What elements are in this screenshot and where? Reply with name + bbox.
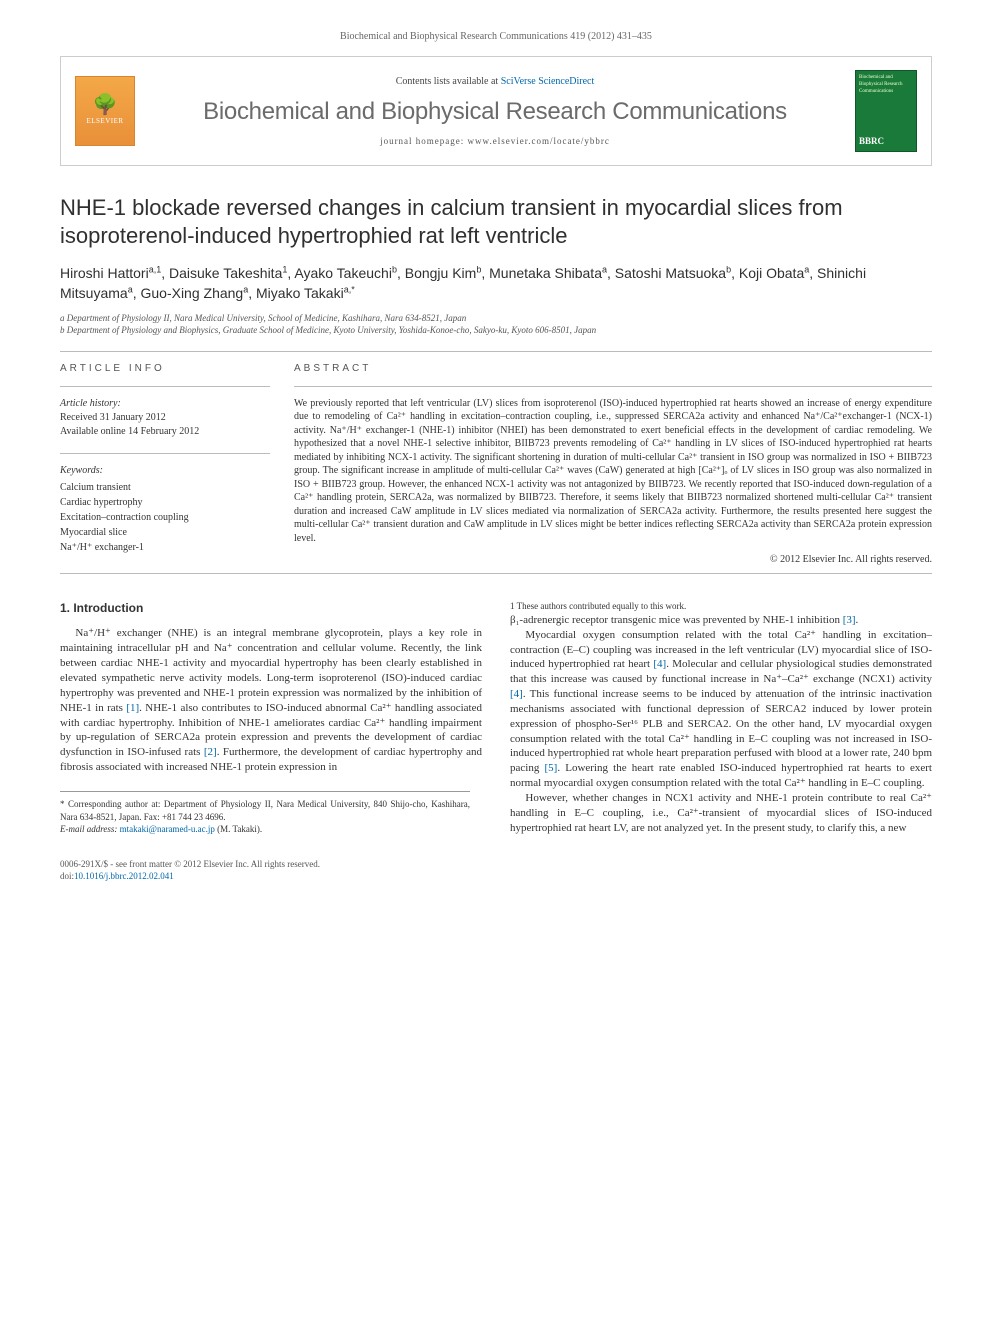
elsevier-tree-icon: 🌳 <box>93 95 118 115</box>
received-date: Received 31 January 2012 <box>60 412 166 423</box>
info-abstract-row: article info Article history: Received 3… <box>60 362 932 568</box>
section-rule-bottom <box>60 573 932 574</box>
author-list: Hiroshi Hattoria,1, Daisuke Takeshita1, … <box>60 263 932 304</box>
abstract-column: abstract We previously reported that lef… <box>294 362 932 568</box>
article-title: NHE-1 blockade reversed changes in calci… <box>60 194 932 249</box>
article-history: Article history: Received 31 January 201… <box>60 397 270 439</box>
contents-line: Contents lists available at SciVerse Sci… <box>149 75 841 89</box>
abstract-heading: abstract <box>294 362 932 376</box>
keyword-1: Calcium transient <box>60 480 270 495</box>
equal-contrib: 1 These authors contributed equally to t… <box>510 600 920 613</box>
intro-p3: Myocardial oxygen consumption related wi… <box>510 628 932 791</box>
homepage-prefix: journal homepage: <box>380 136 467 146</box>
publisher-name: ELSEVIER <box>86 117 123 127</box>
history-label: Article history: <box>60 398 121 409</box>
ref-link[interactable]: [4] <box>510 688 523 700</box>
ref-link[interactable]: [5] <box>544 762 557 774</box>
article-info-column: article info Article history: Received 3… <box>60 362 270 568</box>
homepage-line: journal homepage: www.elsevier.com/locat… <box>149 135 841 148</box>
elsevier-logo: 🌳 ELSEVIER <box>75 76 135 146</box>
sciencedirect-link[interactable]: SciVerse ScienceDirect <box>501 76 595 87</box>
affiliations: a Department of Physiology II, Nara Medi… <box>60 312 932 337</box>
body-two-column: 1. Introduction Na⁺/H⁺ exchanger (NHE) i… <box>60 600 932 835</box>
cover-subtitle: Biochemical and Biophysical Research Com… <box>859 74 913 95</box>
keyword-5: Na⁺/H⁺ exchanger-1 <box>60 540 270 555</box>
keyword-4: Myocardial slice <box>60 525 270 540</box>
homepage-url: www.elsevier.com/locate/ybbrc <box>468 136 610 146</box>
section-rule-top <box>60 351 932 352</box>
ref-link[interactable]: [4] <box>653 658 666 670</box>
abstract-text: We previously reported that left ventric… <box>294 397 932 546</box>
email-line: E-mail address: mtakaki@naramed-u.ac.jp … <box>60 823 470 836</box>
online-date: Available online 14 February 2012 <box>60 426 199 437</box>
contents-prefix: Contents lists available at <box>396 76 501 87</box>
header-center: Contents lists available at SciVerse Sci… <box>135 75 855 147</box>
email-suffix: (M. Takaki). <box>215 824 262 834</box>
ref-link[interactable]: [3] <box>843 614 856 626</box>
doi-line: doi:10.1016/j.bbrc.2012.02.041 <box>60 870 932 882</box>
keywords-label: Keywords: <box>60 464 270 478</box>
info-rule <box>60 386 270 387</box>
intro-p2: β₁-adrenergic receptor transgenic mice w… <box>510 613 932 628</box>
doi-link[interactable]: 10.1016/j.bbrc.2012.02.041 <box>74 871 174 881</box>
keywords-list: Calcium transient Cardiac hypertrophy Ex… <box>60 480 270 555</box>
front-matter: 0006-291X/$ - see front matter © 2012 El… <box>60 858 932 870</box>
affiliation-a: a Department of Physiology II, Nara Medi… <box>60 312 932 325</box>
email-label: E-mail address: <box>60 824 120 834</box>
running-head: Biochemical and Biophysical Research Com… <box>60 30 932 44</box>
abstract-copyright: © 2012 Elsevier Inc. All rights reserved… <box>294 553 932 567</box>
intro-p1: Na⁺/H⁺ exchanger (NHE) is an integral me… <box>60 626 482 774</box>
keyword-3: Excitation–contraction coupling <box>60 510 270 525</box>
corresponding-author: * Corresponding author at: Department of… <box>60 798 470 823</box>
email-link[interactable]: mtakaki@naramed-u.ac.jp <box>120 824 215 834</box>
affiliation-b: b Department of Physiology and Biophysic… <box>60 324 932 337</box>
journal-cover-thumb: Biochemical and Biophysical Research Com… <box>855 70 917 152</box>
doi-label: doi: <box>60 871 74 881</box>
journal-title: Biochemical and Biophysical Research Com… <box>149 95 841 129</box>
abs-rule <box>294 386 932 387</box>
ref-link[interactable]: [1] <box>126 702 139 714</box>
article-info-heading: article info <box>60 362 270 376</box>
bottom-meta: 0006-291X/$ - see front matter © 2012 El… <box>60 858 932 882</box>
cover-abbrev: BBRC <box>859 135 913 148</box>
intro-p4: However, whether changes in NCX1 activit… <box>510 791 932 836</box>
keyword-2: Cardiac hypertrophy <box>60 495 270 510</box>
ref-link[interactable]: [2] <box>204 746 217 758</box>
journal-header: 🌳 ELSEVIER Contents lists available at S… <box>60 56 932 166</box>
kw-rule <box>60 453 270 454</box>
intro-heading: 1. Introduction <box>60 600 482 616</box>
